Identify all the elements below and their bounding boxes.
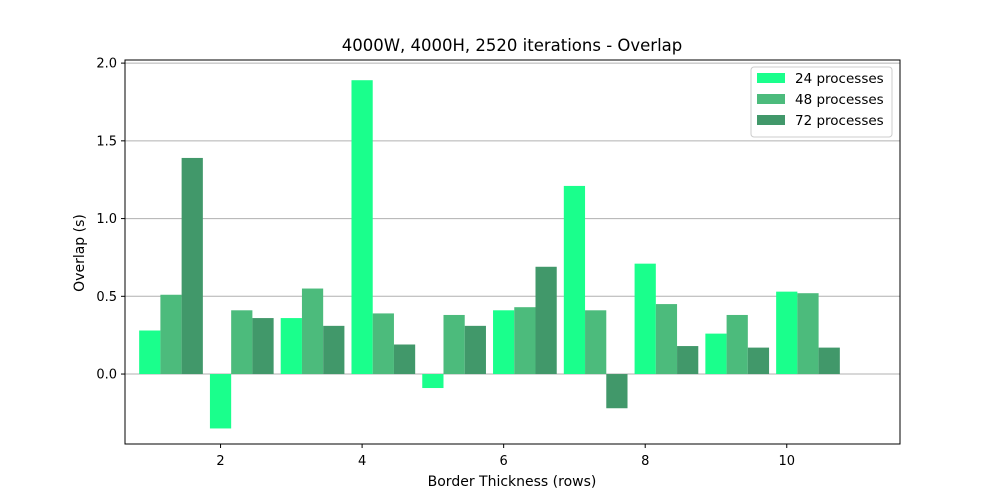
bar-s2-x3 <box>301 288 324 375</box>
bar-s1-x7 <box>563 185 586 375</box>
bar-s3-x3 <box>323 325 345 375</box>
axis-ticks: 0.0 0.5 1.0 1.5 2.0 2 4 6 8 10 <box>96 57 795 469</box>
legend-swatch <box>757 94 785 104</box>
bar-s1-x8 <box>634 263 656 375</box>
legend-box <box>750 66 893 138</box>
legend-label: 48 processes <box>795 92 884 108</box>
x-tick-label: 10 <box>778 454 795 469</box>
bar-s2-x2 <box>231 310 253 375</box>
bar-s1-x10 <box>776 291 798 375</box>
legend-swatch <box>757 73 785 83</box>
plot-frame <box>124 59 901 445</box>
bar-s1-x4 <box>351 80 373 375</box>
x-tick-label: 2 <box>216 454 224 469</box>
bar-s1-x9 <box>705 333 727 375</box>
bar-s2-x8 <box>655 304 678 375</box>
bar-s3-x5 <box>464 325 486 375</box>
y-tick-label: 0.5 <box>96 290 117 305</box>
bar-s1-x1 <box>139 330 161 375</box>
bar-s2-x1 <box>160 294 182 375</box>
bar-s3-x4 <box>393 344 416 375</box>
y-tick-label: 1.5 <box>96 134 117 149</box>
bar-s3-x2 <box>252 318 274 375</box>
bar-s2-x4 <box>372 313 394 375</box>
y-tick-label: 0.0 <box>96 368 117 383</box>
bar-s2-x5 <box>443 314 465 375</box>
legend-label: 24 processes <box>795 71 884 87</box>
legend: 24 processes 48 processes 72 processes <box>750 66 893 138</box>
legend-label: 72 processes <box>795 113 884 129</box>
x-tick-label: 8 <box>641 454 649 469</box>
y-tick-label: 2.0 <box>96 57 117 72</box>
bar-s3-x6 <box>535 266 557 375</box>
bar-s3-x10 <box>818 347 840 375</box>
bar-s1-x3 <box>280 318 302 375</box>
x-tick-label: 4 <box>358 454 366 469</box>
bar-s1-x5 <box>422 374 444 389</box>
legend-swatch <box>757 115 785 125</box>
chart-title: 4000W, 4000H, 2520 iterations - Overlap <box>342 36 683 55</box>
x-axis-title: Border Thickness (rows) <box>428 474 597 490</box>
bar-s1-x2 <box>209 374 232 429</box>
bar-s2-x10 <box>797 293 819 375</box>
bar-s2-x9 <box>726 314 748 375</box>
bar-s2-x6 <box>514 307 536 375</box>
bar-s2-x7 <box>585 310 607 375</box>
y-tick-label: 1.0 <box>96 212 117 227</box>
x-tick-label: 6 <box>500 454 508 469</box>
bars <box>139 80 840 429</box>
bar-s3-x1 <box>181 157 203 375</box>
bar-s1-x6 <box>493 310 515 375</box>
bar-s3-x9 <box>747 347 770 375</box>
y-axis-title: Overlap (s) <box>72 214 88 292</box>
bar-s3-x7 <box>606 374 628 409</box>
bar-s3-x8 <box>677 346 699 375</box>
